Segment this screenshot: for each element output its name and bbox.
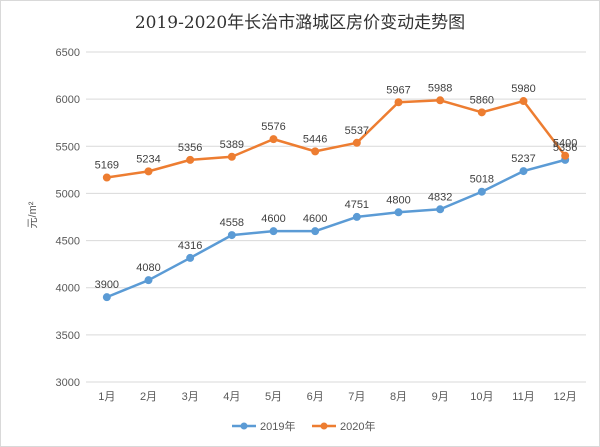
data-label: 5237: [511, 153, 535, 165]
series-line-2: [106, 99, 567, 179]
data-label: 4600: [303, 213, 327, 225]
data-label: 5446: [303, 133, 327, 145]
y-axis-ticks: 3000 3500 4000 4500 5000 5500 6000 6500: [56, 47, 80, 389]
x-tick-label: 4月: [223, 391, 240, 403]
y-tick-label: 6000: [56, 94, 80, 106]
x-tick-label: 6月: [307, 391, 324, 403]
y-tick-label: 4500: [56, 236, 80, 248]
data-point: [519, 97, 528, 106]
data-point: [477, 187, 486, 196]
data-point: [352, 138, 361, 147]
legend-swatch-marker: [320, 422, 328, 430]
data-point: [352, 212, 361, 221]
x-tick-label: 3月: [182, 391, 199, 403]
x-tick-label: 10月: [470, 391, 493, 403]
data-label: 5389: [220, 139, 244, 151]
data-point: [394, 208, 403, 217]
legend: 2019年 2020年: [232, 419, 375, 433]
x-axis-ticks: 1月 2月 3月 4月 5月 6月 7月 8月 9月 10月 11月 12月: [98, 391, 577, 403]
data-label: 5860: [470, 94, 494, 106]
x-tick-label: 8月: [390, 391, 407, 403]
data-label: 5980: [511, 83, 535, 95]
data-label: 5988: [428, 82, 452, 94]
data-point: [186, 253, 195, 262]
data-label: 4316: [178, 240, 202, 252]
data-label: 4800: [386, 194, 410, 206]
series-line-1: [106, 158, 566, 299]
data-label: 5169: [95, 159, 119, 171]
data-point: [186, 155, 195, 164]
data-label: 4558: [220, 217, 244, 229]
data-label: 5356: [178, 142, 202, 154]
data-point: [561, 151, 570, 160]
data-point: [102, 293, 111, 302]
data-point: [102, 173, 111, 182]
series-layer: [102, 96, 570, 302]
data-label: 5234: [136, 153, 160, 165]
data-point: [269, 135, 278, 144]
data-labels: 3900 4080 4316 4558 4600 4600 4751 4800 4832 5018…: [95, 82, 578, 291]
data-label: 4832: [428, 191, 452, 203]
data-point: [227, 152, 236, 161]
x-tick-label: 11月: [512, 391, 534, 403]
y-tick-label: 3000: [56, 377, 80, 389]
data-label: 5537: [345, 125, 369, 137]
data-label: 4080: [136, 262, 160, 274]
data-label: 4600: [261, 213, 285, 225]
data-point: [311, 227, 320, 236]
y-axis-label: 元/m²: [27, 201, 39, 228]
y-tick-label: 5500: [56, 141, 80, 153]
data-label: 4751: [345, 199, 369, 211]
legend-label: 2019年: [260, 419, 295, 433]
data-point: [477, 108, 486, 117]
legend-label: 2020年: [340, 419, 375, 433]
data-point: [144, 276, 153, 285]
data-label: 5356: [553, 142, 577, 154]
y-tick-label: 6500: [56, 47, 80, 59]
gridlines: [86, 51, 586, 383]
data-point: [436, 96, 445, 105]
data-point: [144, 167, 153, 176]
x-tick-label: 2月: [140, 391, 157, 403]
x-tick-label: 7月: [348, 391, 365, 403]
y-tick-label: 3500: [56, 330, 80, 342]
data-point: [311, 147, 320, 156]
legend-swatch-marker: [240, 422, 248, 430]
data-point: [227, 231, 236, 240]
x-tick-label: 9月: [432, 391, 449, 403]
x-tick-label: 1月: [98, 391, 115, 403]
data-point: [269, 227, 278, 236]
data-label: 5576: [261, 121, 285, 133]
chart-title: 2019-2020年长治市潞城区房价变动走势图: [134, 13, 466, 33]
data-label: 3900: [95, 279, 119, 291]
x-tick-label: 12月: [554, 391, 577, 403]
data-point: [436, 205, 445, 214]
y-tick-label: 5000: [56, 188, 80, 200]
data-point: [394, 98, 403, 107]
y-tick-label: 4000: [56, 283, 80, 295]
x-tick-label: 5月: [265, 391, 282, 403]
data-point: [519, 167, 528, 176]
data-label: 5967: [386, 84, 410, 96]
data-label: 5400: [553, 138, 577, 150]
data-label: 5018: [470, 174, 494, 186]
